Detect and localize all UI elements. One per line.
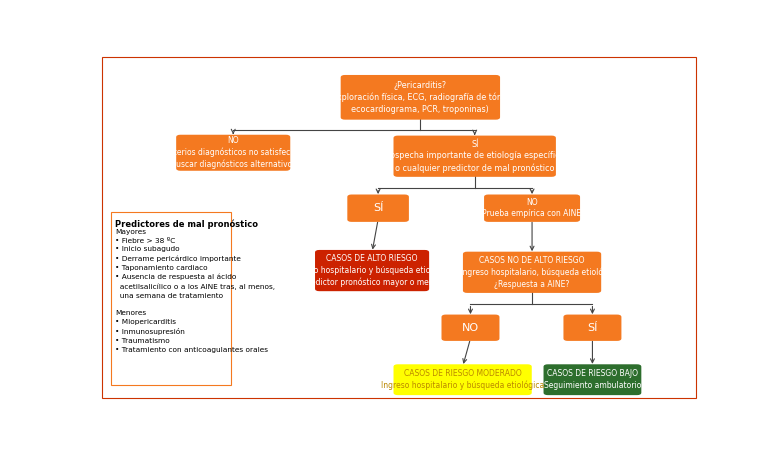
FancyBboxPatch shape xyxy=(484,194,580,222)
FancyBboxPatch shape xyxy=(340,75,500,120)
Text: CASOS DE ALTO RIESGO
Ingreso hospitalario y búsqueda etiológica
(predictor pronó: CASOS DE ALTO RIESGO Ingreso hospitalari… xyxy=(291,254,453,287)
FancyBboxPatch shape xyxy=(393,135,556,177)
FancyBboxPatch shape xyxy=(442,315,499,341)
Text: ¿Pericarditis?
(exploración física, ECG, radiografía de tórax,
ecocardiograma, P: ¿Pericarditis? (exploración física, ECG,… xyxy=(329,81,512,113)
Text: CASOS NO DE ALTO RIESGO
Sin ingreso hospitalario, búsqueda etiológica
¿Respuesta: CASOS NO DE ALTO RIESGO Sin ingreso hosp… xyxy=(446,256,619,288)
FancyBboxPatch shape xyxy=(393,364,532,395)
Text: NO
Criterios diagnósticos no satisfechos
Buscar diagnósticos alternativos: NO Criterios diagnósticos no satisfechos… xyxy=(163,136,304,169)
Text: CASOS DE RIESGO BAJO
Seguimiento ambulatorio: CASOS DE RIESGO BAJO Seguimiento ambulat… xyxy=(544,369,641,390)
FancyBboxPatch shape xyxy=(176,135,291,171)
FancyBboxPatch shape xyxy=(315,250,429,291)
FancyBboxPatch shape xyxy=(563,315,622,341)
Text: SÍ: SÍ xyxy=(587,323,597,333)
FancyBboxPatch shape xyxy=(544,364,641,395)
FancyBboxPatch shape xyxy=(347,194,409,222)
FancyBboxPatch shape xyxy=(111,212,231,385)
Text: NO: NO xyxy=(462,323,479,333)
FancyBboxPatch shape xyxy=(463,252,601,293)
Text: SÍ: SÍ xyxy=(373,203,383,213)
Text: NO
Prueba empírica con AINE: NO Prueba empírica con AINE xyxy=(482,198,582,218)
Text: Predictores de mal pronóstico: Predictores de mal pronóstico xyxy=(115,219,259,229)
Text: SÍ
Sospecha importante de etiología específica
o cualquier predictor de mal pron: SÍ Sospecha importante de etiología espe… xyxy=(385,140,565,172)
Text: Mayores
• Fiebre > 38 ºC
• Inicio subagudo
• Derrame pericárdico importante
• Ta: Mayores • Fiebre > 38 ºC • Inicio subagu… xyxy=(115,229,276,353)
Text: CASOS DE RIESGO MODERADO
Ingreso hospitalario y búsqueda etiológica: CASOS DE RIESGO MODERADO Ingreso hospita… xyxy=(381,369,545,390)
